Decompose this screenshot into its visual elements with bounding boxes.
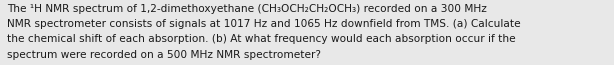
- Text: The ¹H NMR spectrum of 1,2-dimethoxyethane (CH₃OCH₂CH₂OCH₃) recorded on a 300 MH: The ¹H NMR spectrum of 1,2-dimethoxyetha…: [7, 4, 488, 14]
- Text: the chemical shift of each absorption. (b) At what frequency would each absorpti: the chemical shift of each absorption. (…: [7, 34, 516, 44]
- Text: NMR spectrometer consists of signals at 1017 Hz and 1065 Hz downfield from TMS. : NMR spectrometer consists of signals at …: [7, 19, 521, 29]
- Text: spectrum were recorded on a 500 MHz NMR spectrometer?: spectrum were recorded on a 500 MHz NMR …: [7, 50, 321, 60]
